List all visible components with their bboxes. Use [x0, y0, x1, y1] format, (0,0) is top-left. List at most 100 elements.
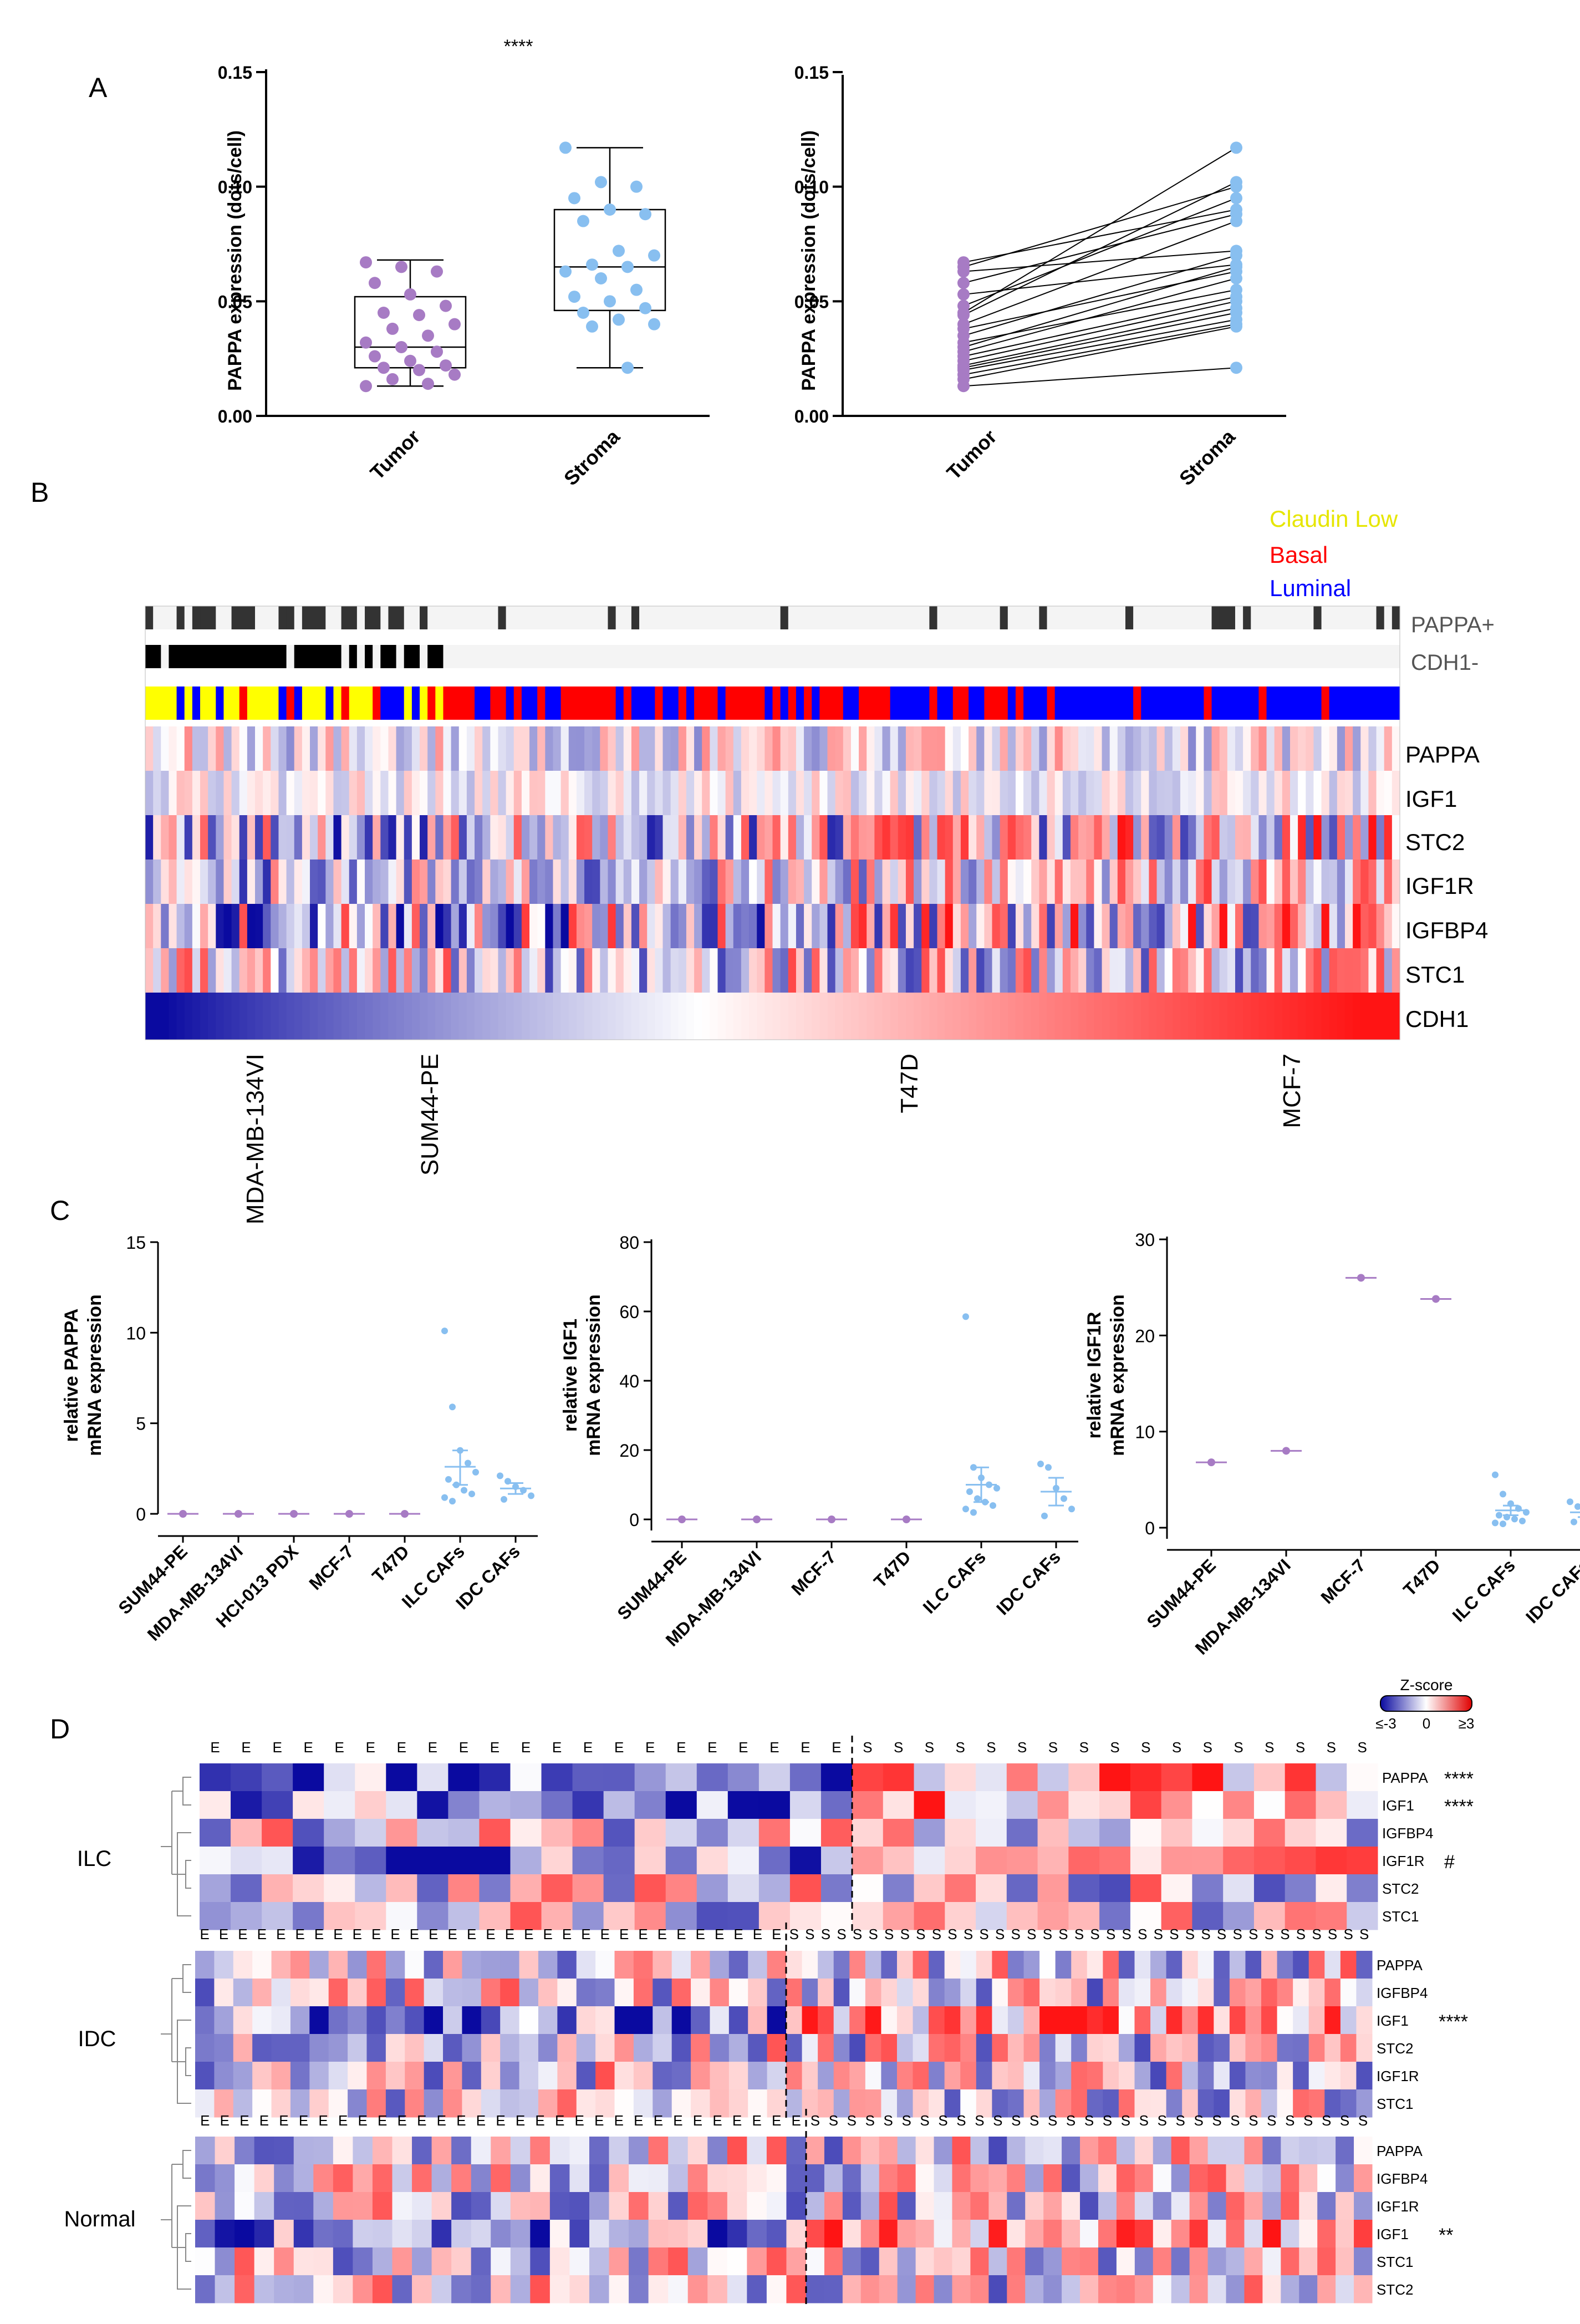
column-label: S — [1248, 1926, 1258, 1942]
heatmap-cell — [1099, 1847, 1131, 1875]
heatmap-cell — [576, 2034, 596, 2062]
heatmap-cell — [945, 1791, 976, 1819]
pappa-annot-cell — [1306, 606, 1314, 629]
expression-cell — [404, 860, 412, 904]
expression-cell — [231, 904, 240, 948]
heatmap-cell — [1226, 2192, 1245, 2220]
heatmap-cell — [914, 1874, 945, 1903]
expression-cell — [1313, 815, 1322, 860]
cdh1-annot-cell — [749, 645, 757, 668]
expression-cell — [1360, 860, 1369, 904]
pappa-annot-cell — [1329, 606, 1338, 629]
heatmap-cell — [1281, 2247, 1299, 2276]
heatmap-cell — [944, 2006, 961, 2035]
column-label: S — [1011, 1926, 1021, 1942]
heatmap-cell — [293, 2247, 314, 2276]
heatmap-cell — [1277, 2089, 1293, 2118]
expression-cell — [1062, 904, 1071, 948]
expression-cell — [639, 771, 648, 815]
expression-cell — [1306, 904, 1314, 948]
expression-cell — [984, 860, 993, 904]
heatmap-cell — [696, 1847, 728, 1875]
expression-cell — [1290, 860, 1298, 904]
heatmap-cell — [519, 2006, 539, 2035]
expression-cell — [1141, 860, 1149, 904]
heatmap-cell — [386, 1902, 417, 1930]
expression-cell — [1235, 904, 1243, 948]
heatmap-cell — [1245, 1979, 1262, 2007]
cdh1-cell — [553, 993, 562, 1040]
heatmap-cell — [1244, 2220, 1263, 2248]
pair-line — [963, 367, 1237, 387]
cdh1-cell — [271, 993, 279, 1040]
column-label: E — [614, 1739, 624, 1756]
heatmap-cell — [481, 2034, 501, 2062]
subtype-cell — [435, 686, 444, 720]
expression-cell — [176, 904, 185, 948]
expression-cell — [1344, 860, 1353, 904]
expression-cell — [1274, 948, 1283, 993]
expression-cell — [1219, 815, 1228, 860]
column-label: S — [947, 1926, 957, 1942]
pappa-annot-cell — [373, 606, 381, 629]
gene-label: PAPPA — [1382, 1769, 1429, 1786]
heatmap-cell — [842, 2247, 862, 2276]
expression-cell — [271, 771, 279, 815]
expression-cell — [772, 771, 781, 815]
expression-cell — [529, 815, 538, 860]
heatmap-cell — [448, 1791, 480, 1819]
cdh1-annot-cell — [216, 645, 225, 668]
pair-line — [963, 271, 1237, 329]
heatmap-cell — [860, 2192, 880, 2220]
data-point — [957, 265, 970, 278]
chart-c2: relative IGF1 mRNA expression 020406080S… — [560, 1233, 1078, 1650]
heatmap-cell — [313, 2220, 334, 2248]
subtype-cell — [192, 686, 201, 720]
expression-cell — [286, 948, 295, 993]
expression-cell — [490, 726, 499, 771]
heatmap-cell — [1116, 2164, 1135, 2193]
expression-cell — [427, 904, 436, 948]
heatmap-cell — [671, 1951, 691, 1979]
heatmap-cell — [576, 1979, 596, 2007]
column-label: E — [200, 2112, 210, 2129]
column-label: S — [1340, 2112, 1349, 2129]
pappa-annot-cell — [921, 606, 930, 629]
expression-cell — [1392, 815, 1400, 860]
expression-cell — [1196, 860, 1205, 904]
expression-cell — [882, 815, 891, 860]
expression-cell — [380, 860, 389, 904]
data-point — [468, 1491, 475, 1498]
column-label: S — [1194, 2112, 1203, 2129]
expression-cell — [631, 860, 640, 904]
cdh1-annot-cell — [1156, 645, 1165, 668]
heatmap-cell — [648, 2275, 669, 2303]
data-point — [497, 1472, 503, 1479]
pappa-annot-cell — [1000, 606, 1008, 629]
expression-cell — [780, 815, 789, 860]
pair-line — [963, 264, 1237, 295]
heatmap-cell — [293, 1791, 324, 1819]
heatmap-cell — [1285, 1902, 1316, 1930]
expression-cell — [1368, 726, 1377, 771]
heatmap-cell — [1130, 1763, 1162, 1792]
cdh1-annot-cell — [937, 645, 946, 668]
column-label: E — [259, 2112, 269, 2129]
column-label: S — [884, 2112, 893, 2129]
heatmap-cell — [1055, 2006, 1072, 2035]
cdh1-cell — [1204, 993, 1212, 1040]
heatmap-cell — [1068, 1791, 1100, 1819]
expression-cell — [647, 904, 655, 948]
cdh1-cell — [1094, 993, 1103, 1040]
cdh1-cell — [1000, 993, 1008, 1040]
pappa-annot-cell — [1086, 606, 1094, 629]
heatmap-cell — [1253, 1819, 1286, 1847]
heatmap-cell — [789, 1847, 822, 1875]
expression-cell — [184, 726, 193, 771]
heatmap-cell — [290, 2089, 310, 2118]
cdh1-annot-cell — [310, 645, 318, 668]
heatmap-cell — [727, 1763, 760, 1792]
expression-cell — [1007, 726, 1016, 771]
expression-cell — [984, 815, 993, 860]
cdh1-cell — [725, 993, 734, 1040]
